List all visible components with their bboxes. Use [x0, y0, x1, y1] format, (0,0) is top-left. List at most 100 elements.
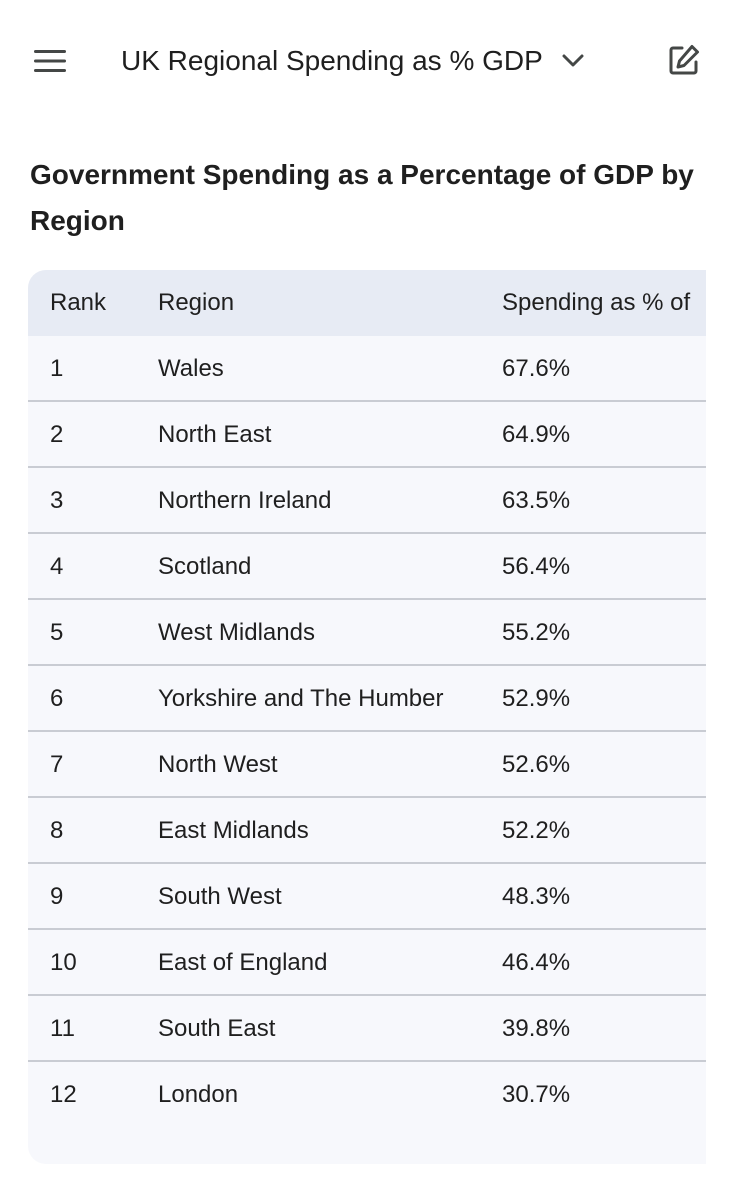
rank-cell-text: 5 [50, 619, 64, 646]
spending-cell: 64.9% [502, 401, 706, 468]
rank-cell-text: 11 [50, 1015, 75, 1042]
region-cell-text: East of England [158, 949, 328, 976]
table-row: 7 North West 52.6% [28, 731, 706, 798]
rank-cell-text: 7 [50, 751, 64, 778]
rank-cell-text: 1 [50, 355, 64, 382]
chevron-down-icon [561, 49, 585, 73]
edit-button[interactable] [664, 40, 704, 80]
rank-cell-text: 10 [50, 949, 77, 976]
region-cell-text: North East [158, 421, 272, 448]
region-cell-text: North West [158, 751, 278, 778]
region-cell: Yorkshire and The Humber [158, 665, 502, 732]
rank-cell: 6 [28, 665, 158, 732]
rank-cell: 9 [28, 863, 158, 930]
region-cell: North East [158, 401, 502, 468]
rank-cell-text: 3 [50, 487, 64, 514]
rank-cell: 2 [28, 401, 158, 468]
rank-cell: 5 [28, 599, 158, 666]
spending-cell: 52.2% [502, 797, 706, 864]
hamburger-menu-icon [34, 50, 66, 72]
column-header-spending: Spending as % of [502, 270, 706, 336]
table-row: 3 Northern Ireland 63.5% [28, 467, 706, 534]
spending-cell-text: 52.9% [502, 685, 571, 712]
region-cell-text: South West [158, 883, 282, 910]
table-row: 9 South West 48.3% [28, 863, 706, 930]
region-cell: South West [158, 863, 502, 930]
rank-cell-text: 8 [50, 817, 64, 844]
region-cell-text: West Midlands [158, 619, 315, 646]
table-row: 10 East of England 46.4% [28, 929, 706, 996]
table-row: 11 South East 39.8% [28, 995, 706, 1062]
region-cell-text: Yorkshire and The Humber [158, 685, 444, 712]
region-cell: Northern Ireland [158, 467, 502, 534]
spending-cell-text: 52.6% [502, 751, 571, 778]
table-row: 1 Wales 67.6% [28, 336, 706, 402]
rank-cell-text: 9 [50, 883, 64, 910]
region-cell: Wales [158, 336, 502, 402]
rank-cell-text: 6 [50, 685, 64, 712]
rank-cell-text: 2 [50, 421, 64, 448]
spending-cell: 39.8% [502, 995, 706, 1062]
app-top-bar: UK Regional Spending as % GDP [0, 0, 734, 120]
spending-cell-text: 39.8% [502, 1015, 571, 1042]
menu-button[interactable] [26, 40, 74, 82]
column-header-region: Region [158, 270, 502, 336]
spending-cell-text: 64.9% [502, 421, 571, 448]
spending-cell-text: 67.6% [502, 355, 571, 382]
rank-cell: 1 [28, 336, 158, 402]
region-cell: North West [158, 731, 502, 798]
rank-cell: 12 [28, 1061, 158, 1126]
spending-cell: 55.2% [502, 599, 706, 666]
column-header-rank: Rank [28, 270, 158, 336]
spending-cell: 63.5% [502, 467, 706, 534]
region-cell-text: East Midlands [158, 817, 309, 844]
spending-cell-text: 46.4% [502, 949, 571, 976]
region-cell-text: Northern Ireland [158, 487, 332, 514]
spending-cell: 48.3% [502, 863, 706, 930]
rank-cell: 3 [28, 467, 158, 534]
spending-cell: 30.7% [502, 1061, 706, 1126]
edit-icon [669, 45, 699, 75]
rank-cell: 7 [28, 731, 158, 798]
rank-cell: 11 [28, 995, 158, 1062]
spending-cell-text: 52.2% [502, 817, 571, 844]
spending-table: Rank Region Spending as % of 1 Wales 67.6%… [28, 270, 706, 1126]
region-cell: West Midlands [158, 599, 502, 666]
spending-cell-text: 55.2% [502, 619, 571, 646]
region-cell: East Midlands [158, 797, 502, 864]
region-cell: East of England [158, 929, 502, 996]
table-row: 2 North East 64.9% [28, 401, 706, 468]
rank-cell: 8 [28, 797, 158, 864]
region-cell-text: South East [158, 1015, 276, 1042]
spending-cell: 52.9% [502, 665, 706, 732]
spending-cell: 67.6% [502, 336, 706, 402]
table-row: 6 Yorkshire and The Humber 52.9% [28, 665, 706, 732]
spending-cell-text: 63.5% [502, 487, 571, 514]
spending-cell: 52.6% [502, 731, 706, 798]
app-title: UK Regional Spending as % GDP [121, 45, 543, 76]
spending-table-container[interactable]: Rank Region Spending as % of 1 Wales 67.6%… [28, 270, 706, 1164]
rank-cell: 10 [28, 929, 158, 996]
table-header-row: Rank Region Spending as % of [28, 270, 706, 336]
region-cell-text: Scotland [158, 553, 252, 580]
region-cell-text: Wales [158, 355, 224, 382]
spending-cell: 56.4% [502, 533, 706, 600]
table-row: 5 West Midlands 55.2% [28, 599, 706, 666]
spending-cell-text: 56.4% [502, 553, 571, 580]
region-cell-text: London [158, 1081, 239, 1108]
page-heading: Government Spending as a Percentage of G… [30, 159, 694, 236]
rank-cell-text: 12 [50, 1081, 77, 1108]
table-row: 12 London 30.7% [28, 1061, 706, 1126]
table-body: 1 Wales 67.6% 2 North East 64.9% 3 Northern Ire… [28, 336, 706, 1126]
table-row: 8 East Midlands 52.2% [28, 797, 706, 864]
spending-cell: 46.4% [502, 929, 706, 996]
rank-cell: 4 [28, 533, 158, 600]
region-cell: Scotland [158, 533, 502, 600]
region-cell: London [158, 1061, 502, 1126]
region-cell: South East [158, 995, 502, 1062]
spending-cell-text: 30.7% [502, 1081, 571, 1108]
title-dropdown[interactable]: UK Regional Spending as % GDP [121, 38, 585, 84]
table-row: 4 Scotland 56.4% [28, 533, 706, 600]
rank-cell-text: 4 [50, 553, 64, 580]
spending-cell-text: 48.3% [502, 883, 571, 910]
